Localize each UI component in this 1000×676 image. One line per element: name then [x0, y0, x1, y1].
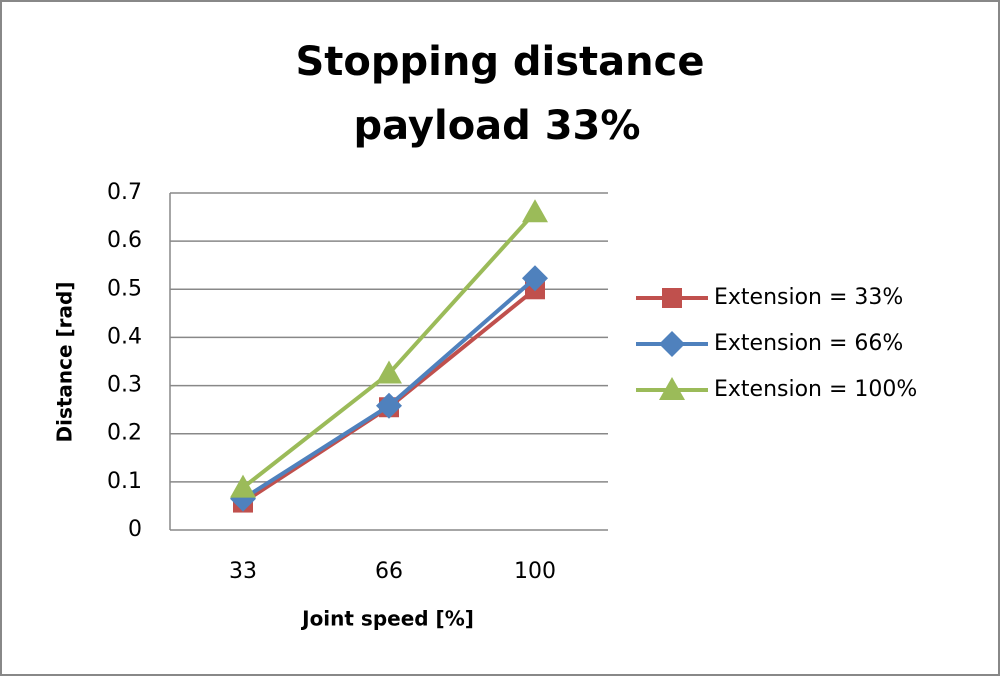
y-tick-label: 0.2	[107, 421, 142, 446]
marker	[376, 360, 402, 384]
y-tick-label: 0.6	[107, 228, 142, 253]
legend-label: Extension = 33%	[714, 285, 903, 310]
chart-subtitle: payload 33%	[354, 103, 641, 149]
y-tick-label: 0.3	[107, 373, 142, 398]
marker	[522, 199, 548, 223]
y-tick-label: 0.7	[107, 180, 142, 205]
legend-label: Extension = 100%	[714, 377, 917, 402]
marker	[376, 392, 402, 419]
marker	[522, 265, 548, 292]
y-tick-label: 0.1	[107, 469, 142, 494]
chart-title: Stopping distance	[295, 39, 704, 85]
marker	[662, 288, 682, 308]
marker	[659, 331, 685, 357]
y-axis-title: Distance [rad]	[53, 282, 77, 443]
y-tick-label: 0.4	[107, 324, 142, 349]
x-tick-label: 100	[514, 559, 556, 584]
x-tick-label: 33	[229, 559, 257, 584]
x-axis-title: Joint speed [%]	[300, 607, 474, 631]
legend-label: Extension = 66%	[714, 331, 903, 356]
marker	[659, 377, 685, 400]
x-tick-label: 66	[375, 559, 403, 584]
y-tick-label: 0.5	[107, 276, 142, 301]
marker	[230, 474, 256, 498]
y-tick-label: 0	[128, 517, 142, 542]
